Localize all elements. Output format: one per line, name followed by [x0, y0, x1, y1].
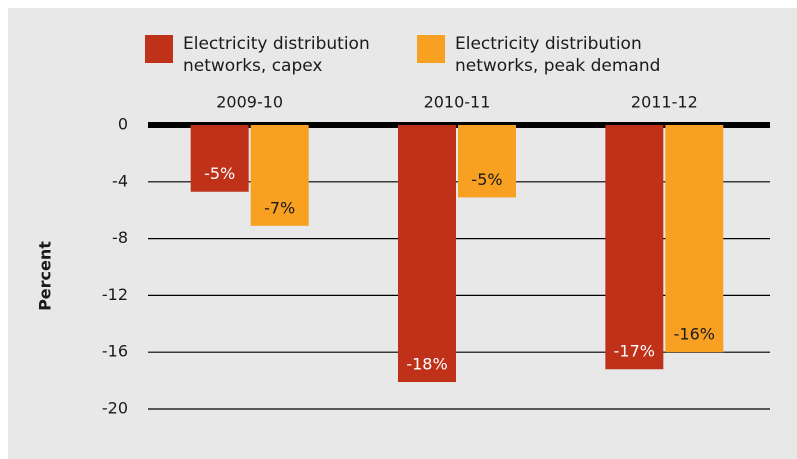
value-label: -7%: [264, 198, 295, 217]
legend-swatch: [417, 35, 445, 63]
bar: [458, 125, 516, 198]
bar: [605, 125, 664, 370]
bar: [665, 125, 724, 353]
value-label: -5%: [471, 170, 502, 189]
value-label: -5%: [204, 164, 235, 183]
bar: [398, 125, 456, 383]
y-tick-label: -16: [102, 342, 128, 361]
legend-label: Electricity distribution networks, peak …: [455, 34, 661, 76]
y-tick-label: 0: [118, 115, 128, 134]
value-label: -17%: [614, 342, 655, 361]
value-label: -18%: [406, 355, 447, 374]
x-tick-label: 2011-12: [631, 93, 698, 112]
legend-swatch: [145, 35, 173, 63]
y-axis-label: Percent: [36, 241, 55, 311]
value-label: -16%: [674, 325, 715, 344]
x-tick-label: 2009-10: [216, 93, 283, 112]
y-tick-label: -8: [112, 228, 128, 247]
y-tick-label: -12: [102, 285, 128, 304]
y-tick-label: -20: [102, 399, 128, 418]
bar: [250, 125, 309, 226]
y-tick-label: -4: [112, 171, 128, 190]
bar: [190, 125, 249, 192]
legend-label: Electricity distribution networks, capex: [183, 34, 370, 76]
x-tick-label: 2010-11: [424, 93, 491, 112]
